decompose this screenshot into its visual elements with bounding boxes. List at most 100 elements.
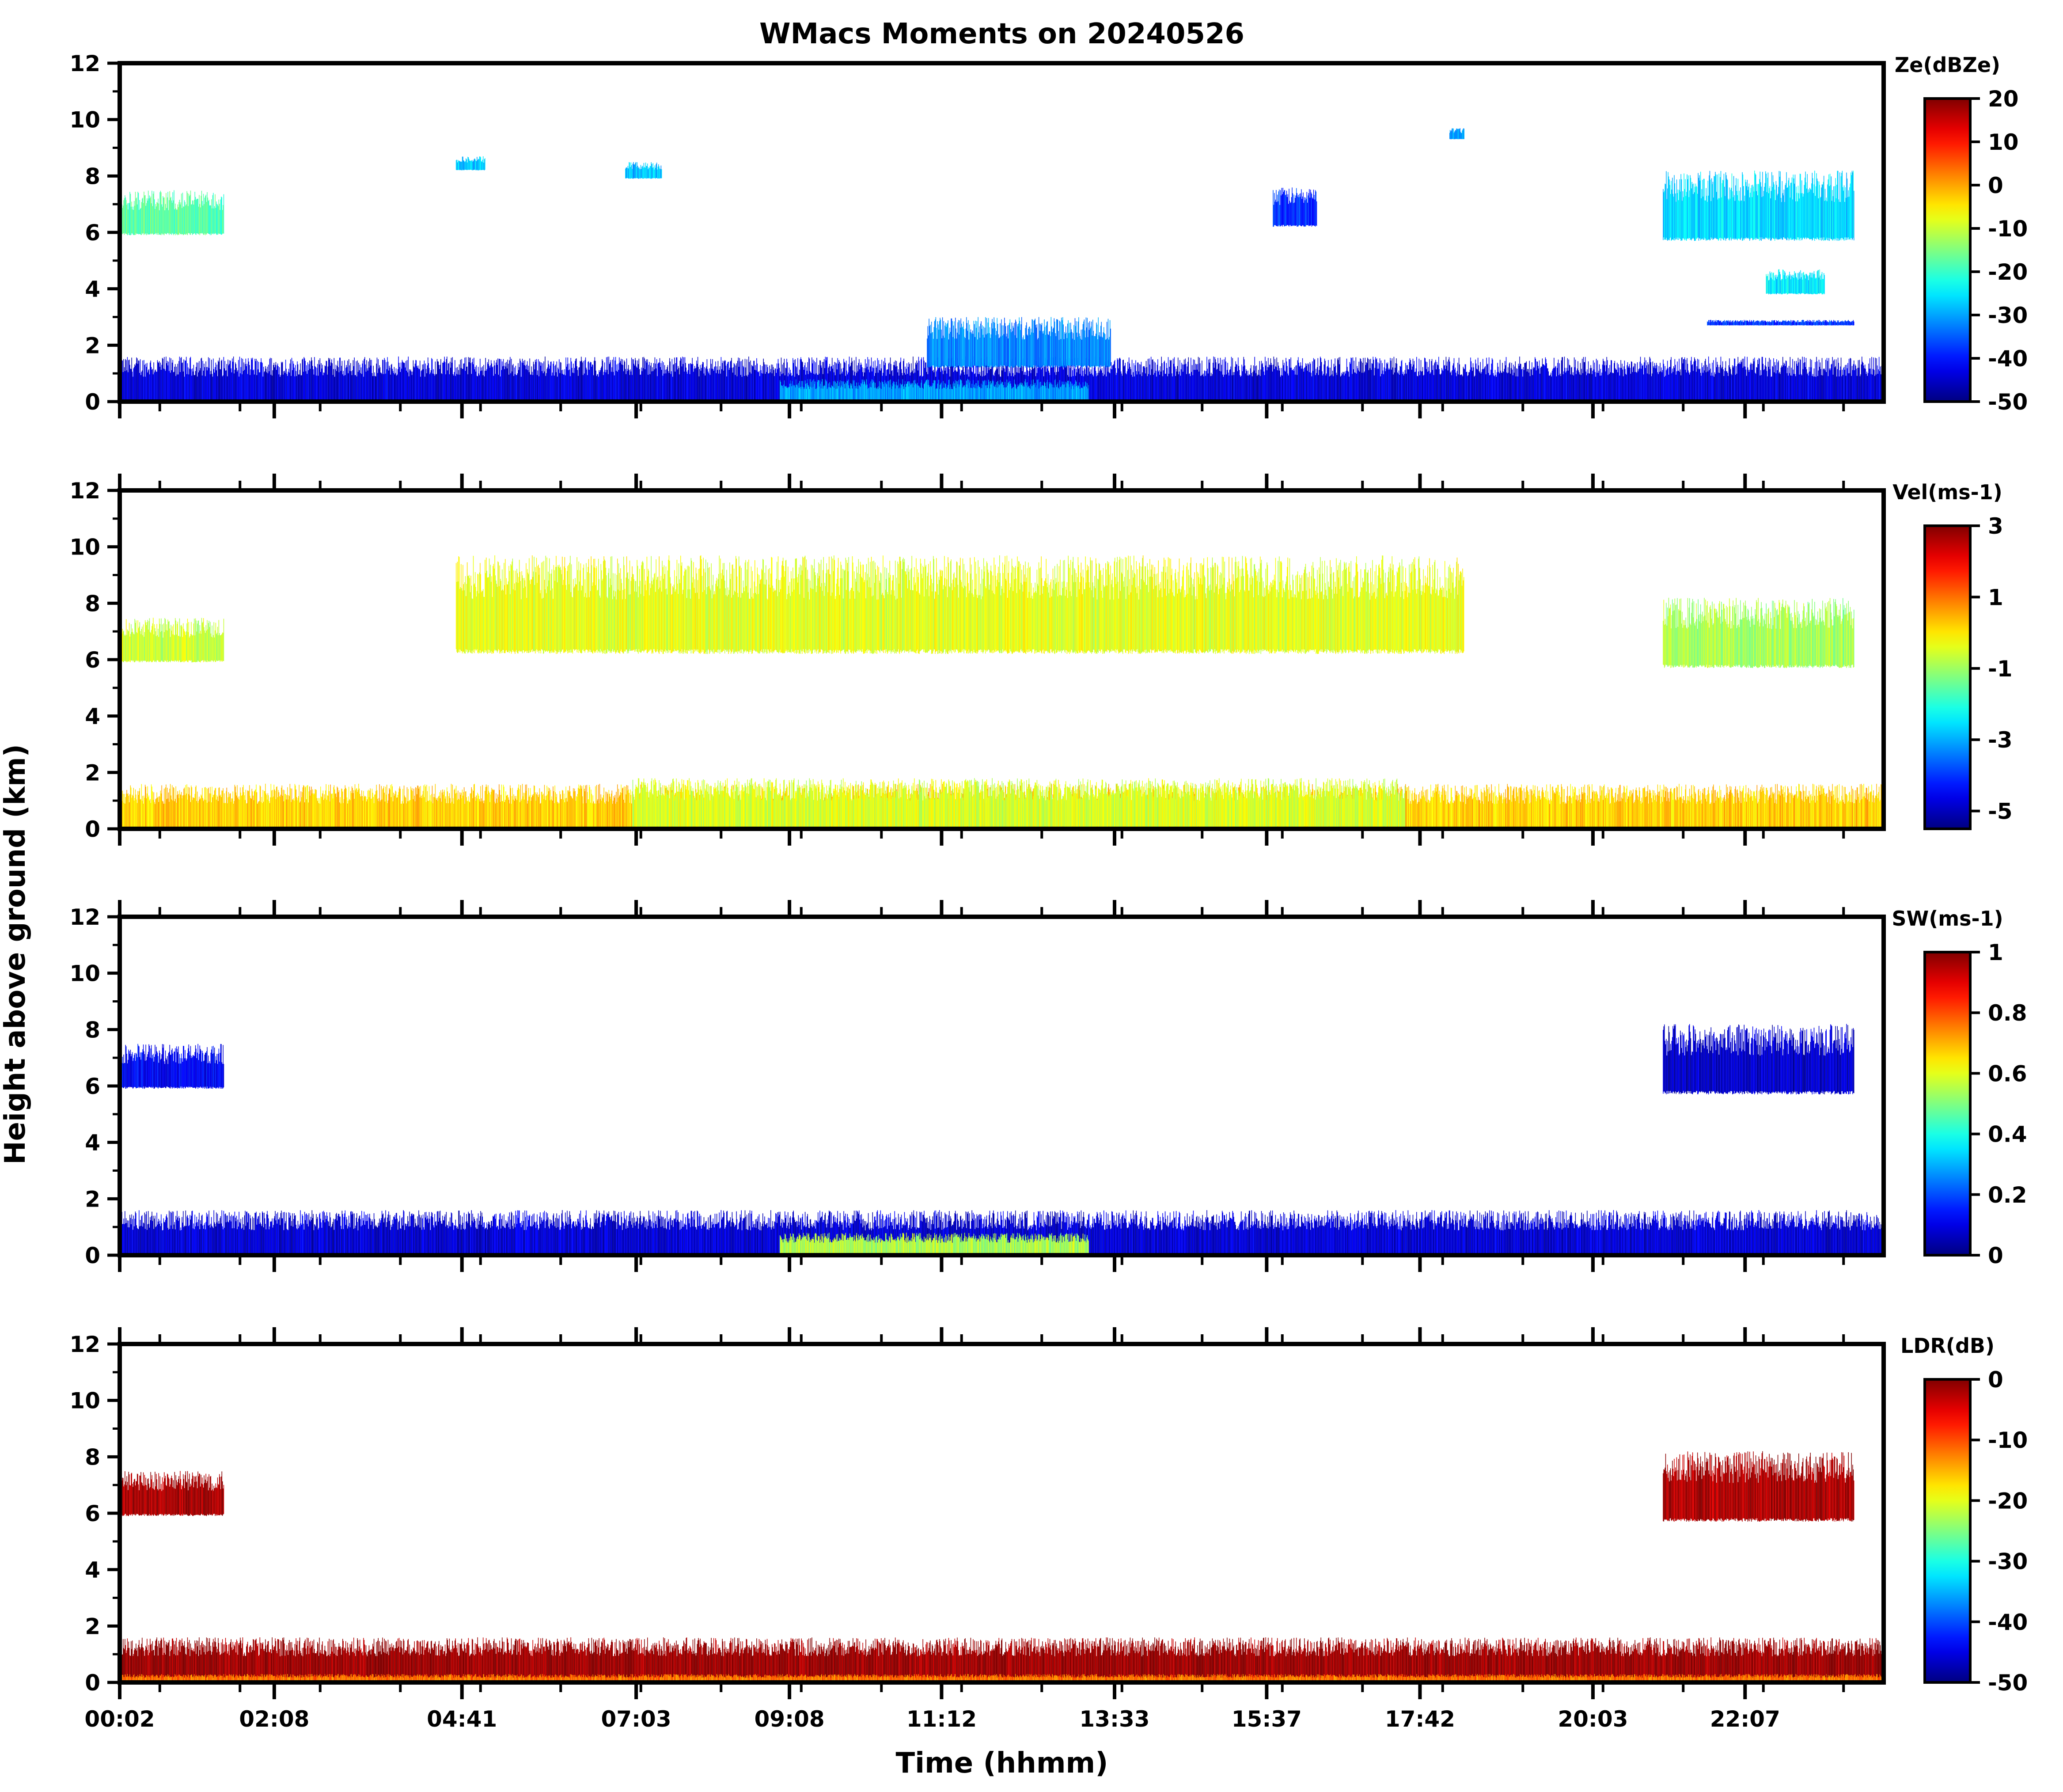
echo-cell <box>1217 358 1218 401</box>
echo-cell <box>1458 129 1459 139</box>
echo-cell <box>1642 365 1643 402</box>
echo-cell <box>662 376 664 401</box>
colorbar <box>1923 97 1972 403</box>
echo-cell <box>1023 335 1024 366</box>
echo-cell <box>936 327 937 367</box>
echo-cell <box>1800 270 1801 294</box>
echo-cell <box>708 372 709 401</box>
echo-cell <box>939 364 940 401</box>
echo-cell <box>1752 197 1753 239</box>
echo-cell <box>1779 272 1780 294</box>
echo-cell <box>221 196 222 235</box>
echo-cell <box>1358 361 1360 402</box>
echo-cell <box>1101 370 1102 401</box>
echo-cell <box>1063 381 1064 401</box>
echo-cell <box>1548 376 1550 400</box>
echo-cell <box>1655 365 1656 401</box>
echo-cell <box>705 368 706 401</box>
echo-cell <box>1663 364 1665 401</box>
echo-cell <box>433 369 434 401</box>
echo-cell <box>1807 275 1808 294</box>
echo-cell <box>1864 364 1866 402</box>
echo-cell <box>1136 374 1138 401</box>
echo-cell <box>1543 364 1544 402</box>
echo-cell <box>744 376 745 401</box>
echo-cell <box>852 361 853 402</box>
echo-cell <box>1028 371 1030 400</box>
echo-cell <box>387 357 388 400</box>
echo-cell <box>1568 359 1569 401</box>
echo-cell <box>372 376 373 400</box>
echo-cell <box>210 787 211 828</box>
echo-cell <box>971 334 972 367</box>
echo-cell <box>1419 375 1420 400</box>
echo-cell <box>182 795 183 828</box>
echo-cell <box>1837 171 1839 241</box>
echo-cell <box>1078 386 1079 402</box>
echo-cell <box>1086 387 1087 401</box>
echo-cell <box>1228 372 1229 400</box>
echo-cell <box>1615 368 1616 400</box>
echo-cell <box>1826 372 1827 402</box>
echo-cell <box>1835 178 1836 239</box>
echo-cell <box>1064 383 1065 401</box>
echo-cell <box>1085 317 1087 368</box>
echo-cell <box>204 799 205 828</box>
echo-cell <box>458 161 459 171</box>
echo-cell <box>867 389 868 401</box>
echo-cell <box>291 376 292 401</box>
echo-cell <box>1224 375 1225 401</box>
echo-cell <box>1201 375 1202 402</box>
echo-cell <box>539 361 540 400</box>
echo-cell <box>1100 369 1101 401</box>
echo-cell <box>1082 388 1083 401</box>
echo-cell <box>923 357 924 401</box>
echo-cell <box>329 359 330 400</box>
echo-cell <box>1011 323 1013 367</box>
echo-cell <box>162 206 163 234</box>
echo-cell <box>1063 324 1064 368</box>
echo-cell <box>1625 374 1626 400</box>
echo-cell <box>478 367 479 400</box>
echo-cell <box>683 364 684 400</box>
echo-cell <box>976 327 977 368</box>
echo-cell <box>1380 376 1381 400</box>
echo-cell <box>1787 368 1788 401</box>
echo-cell <box>1870 374 1872 402</box>
echo-cell <box>1063 384 1065 402</box>
echo-cell <box>1384 359 1385 400</box>
echo-cell <box>1008 383 1009 401</box>
echo-cell <box>1216 369 1217 401</box>
echo-cell <box>1847 363 1848 400</box>
echo-cell <box>1838 320 1839 326</box>
echo-cell <box>921 383 922 401</box>
echo-cell <box>1151 369 1152 400</box>
echo-cell <box>207 802 208 828</box>
echo-cell <box>1774 320 1775 326</box>
echo-cell <box>654 169 655 178</box>
echo-cell <box>1040 382 1041 402</box>
echo-cell <box>1680 191 1681 239</box>
echo-cell <box>1319 370 1320 400</box>
echo-cell <box>1761 375 1762 401</box>
echo-cell <box>1690 175 1691 240</box>
echo-cell <box>1848 359 1850 402</box>
echo-cell <box>505 366 506 402</box>
echo-cell <box>1032 366 1033 400</box>
echo-cell <box>425 368 427 401</box>
echo-cell <box>1084 387 1085 401</box>
echo-cell <box>391 364 392 401</box>
echo-cell <box>1694 192 1695 241</box>
echo-cell <box>865 385 866 402</box>
echo-cell <box>1203 376 1204 401</box>
echo-cell <box>1096 324 1098 366</box>
echo-cell <box>1619 375 1620 400</box>
echo-cell <box>968 339 970 367</box>
echo-cell <box>1496 372 1498 401</box>
echo-cell <box>869 383 870 401</box>
echo-cell <box>1036 380 1038 402</box>
echo-cell <box>335 369 336 402</box>
echo-cell <box>871 387 872 401</box>
echo-cell <box>1761 186 1762 241</box>
echo-cell <box>854 386 855 401</box>
